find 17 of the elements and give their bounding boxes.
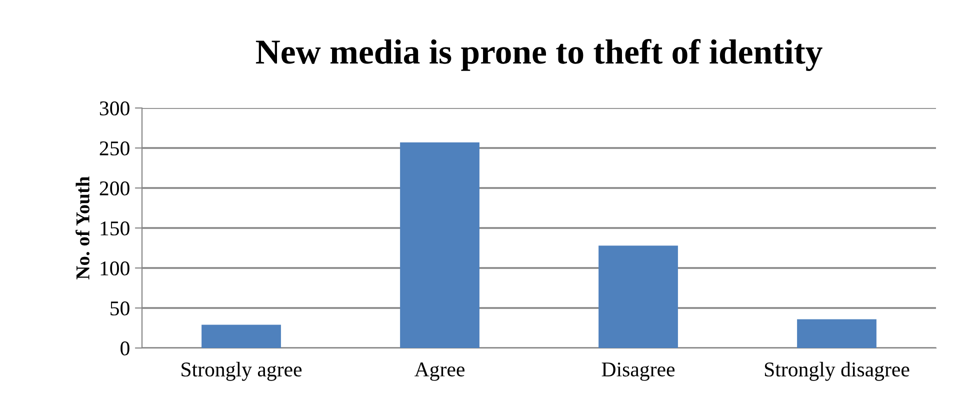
bar [598, 246, 678, 348]
bar [202, 324, 281, 348]
y-tick-label: 100 [100, 261, 130, 276]
y-tick-label: 200 [100, 181, 130, 196]
x-tick-label: Strongly agree [182, 362, 302, 381]
chart-title: New media is prone to theft of identity [256, 39, 822, 71]
y-tick-label: 300 [100, 101, 130, 116]
x-tick-label: Disagree [602, 362, 675, 381]
y-tick-label: 0 [120, 341, 130, 356]
bar [797, 319, 876, 348]
y-tick-label: 150 [100, 221, 130, 236]
bar [400, 142, 480, 348]
x-tick-label: Agree [414, 362, 464, 381]
y-axis-title: No. of Youth [76, 176, 90, 280]
y-tick-label: 250 [100, 141, 130, 156]
y-tick-label: 50 [110, 301, 130, 316]
x-tick-label: Strongly disagree [764, 362, 910, 381]
